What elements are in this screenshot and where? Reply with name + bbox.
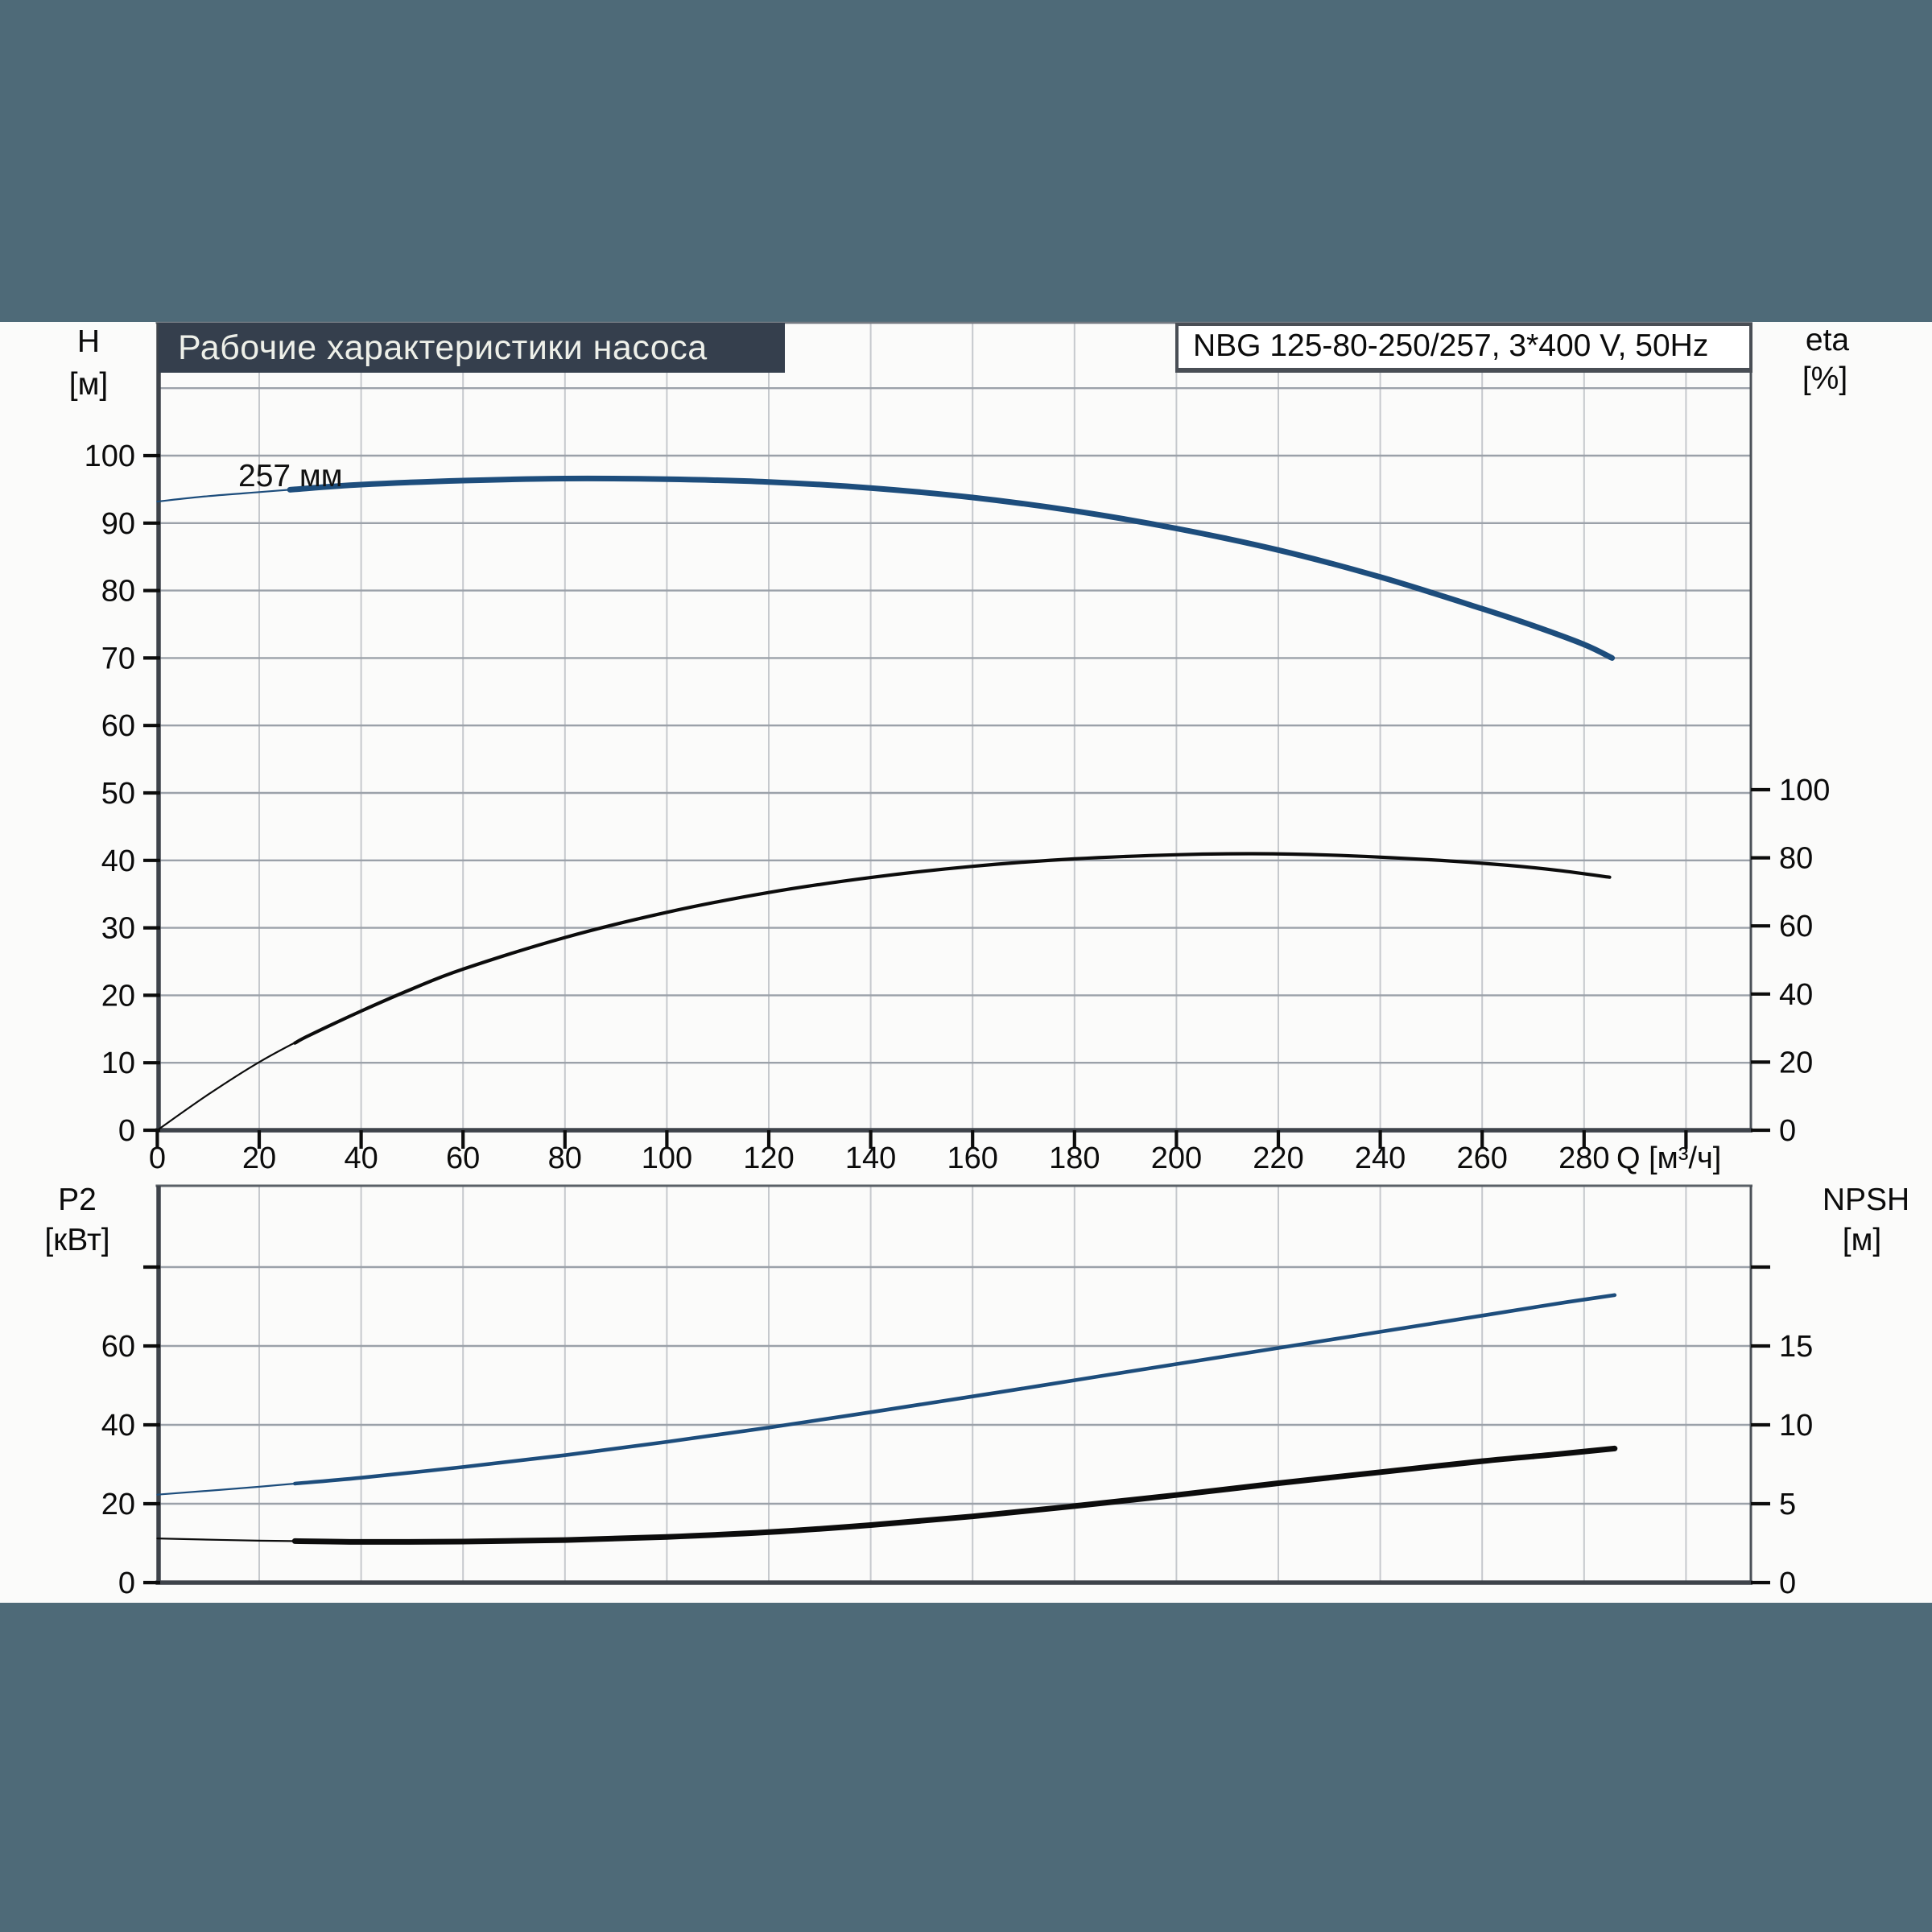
left-axis-tick-label: 0 [118,1567,135,1600]
h-axis-unit: [м] [68,367,109,402]
left-axis-tick-label: 30 [101,912,135,946]
x-axis-tick-label: 120 [743,1141,794,1175]
right-axis-tick-label: 100 [1779,774,1830,807]
eta-axis-name: eta [1805,323,1850,357]
x-axis-tick-label: 180 [1049,1141,1100,1175]
chart-title: Рабочие характеристики насоса [178,328,708,367]
npsh-axis-name: NPSH [1822,1183,1910,1217]
x-axis-tick-label: 20 [242,1141,276,1175]
right-axis-tick-label: 80 [1779,842,1813,876]
x-axis-tick-label: 160 [947,1141,997,1175]
left-axis-tick-label: 50 [101,777,135,811]
x-axis-tick-label: 140 [845,1141,896,1175]
left-axis-tick-label: 60 [101,1330,135,1364]
npsh_curve-thin [156,1447,1616,1543]
x-axis-tick-label: 0 [149,1141,166,1175]
x-axis-tick-label: 80 [548,1141,582,1175]
pump-type-label: NBG 125-80-250/257, 3*400 V, 50Hz [1193,328,1709,363]
efficiency_curve-thin [156,852,1611,1132]
left-axis-tick-label: 100 [85,440,135,473]
impeller-diameter-label: 257 мм [238,459,343,493]
p2-axis-name: P2 [58,1183,97,1217]
chart-paper [0,322,1932,1603]
left-axis-tick-label: 20 [101,1488,135,1521]
p2-axis-unit: [кВт] [44,1223,110,1257]
eta-axis-unit: [%] [1802,361,1848,396]
head_curve-thin [156,477,1613,659]
right-axis-tick-label: 60 [1779,910,1813,943]
right-axis-tick-label: 10 [1779,1409,1813,1443]
left-axis-tick-label: 20 [101,979,135,1013]
left-axis-tick-label: 90 [101,507,135,541]
x-axis-unit-label: Q [м³/ч] [1616,1141,1721,1175]
left-axis-tick-label: 40 [101,1409,135,1443]
p2_curve-thin [156,1294,1616,1496]
h-axis-name: H [76,324,101,359]
left-axis-tick-label: 80 [101,575,135,609]
right-axis-tick-label: 0 [1779,1114,1796,1148]
left-axis-tick-label: 60 [101,709,135,743]
x-axis-tick-label: 60 [446,1141,480,1175]
x-axis-tick-label: 200 [1151,1141,1202,1175]
chart-title-bar: Рабочие характеристики насоса [159,323,785,373]
left-axis-tick-label: 0 [118,1114,135,1148]
head_curve-thick [287,475,1616,661]
x-axis-tick-label: 280 [1558,1141,1609,1175]
right-axis-tick-label: 20 [1779,1046,1813,1080]
npsh-axis-unit: [м] [1842,1223,1882,1257]
right-axis-tick-label: 5 [1779,1488,1796,1521]
x-axis-tick-label: 260 [1456,1141,1507,1175]
x-axis-tick-label: 100 [642,1141,692,1175]
x-axis-tick-label: 220 [1253,1141,1303,1175]
right-axis-tick-label: 40 [1779,978,1813,1012]
x-axis-tick-label: 240 [1355,1141,1406,1175]
npsh_curve-thick [291,1445,1618,1545]
left-axis-tick-label: 10 [101,1046,135,1080]
x-axis-tick-label: 40 [344,1141,378,1175]
pump-type-box: NBG 125-80-250/257, 3*400 V, 50Hz [1175,323,1752,373]
left-axis-tick-label: 70 [101,642,135,675]
right-axis-tick-label: 0 [1779,1567,1796,1600]
right-axis-tick-label: 15 [1779,1330,1813,1364]
p2_curve-thick [293,1293,1617,1486]
left-axis-tick-label: 40 [101,844,135,878]
efficiency_curve-thick [293,852,1612,1045]
